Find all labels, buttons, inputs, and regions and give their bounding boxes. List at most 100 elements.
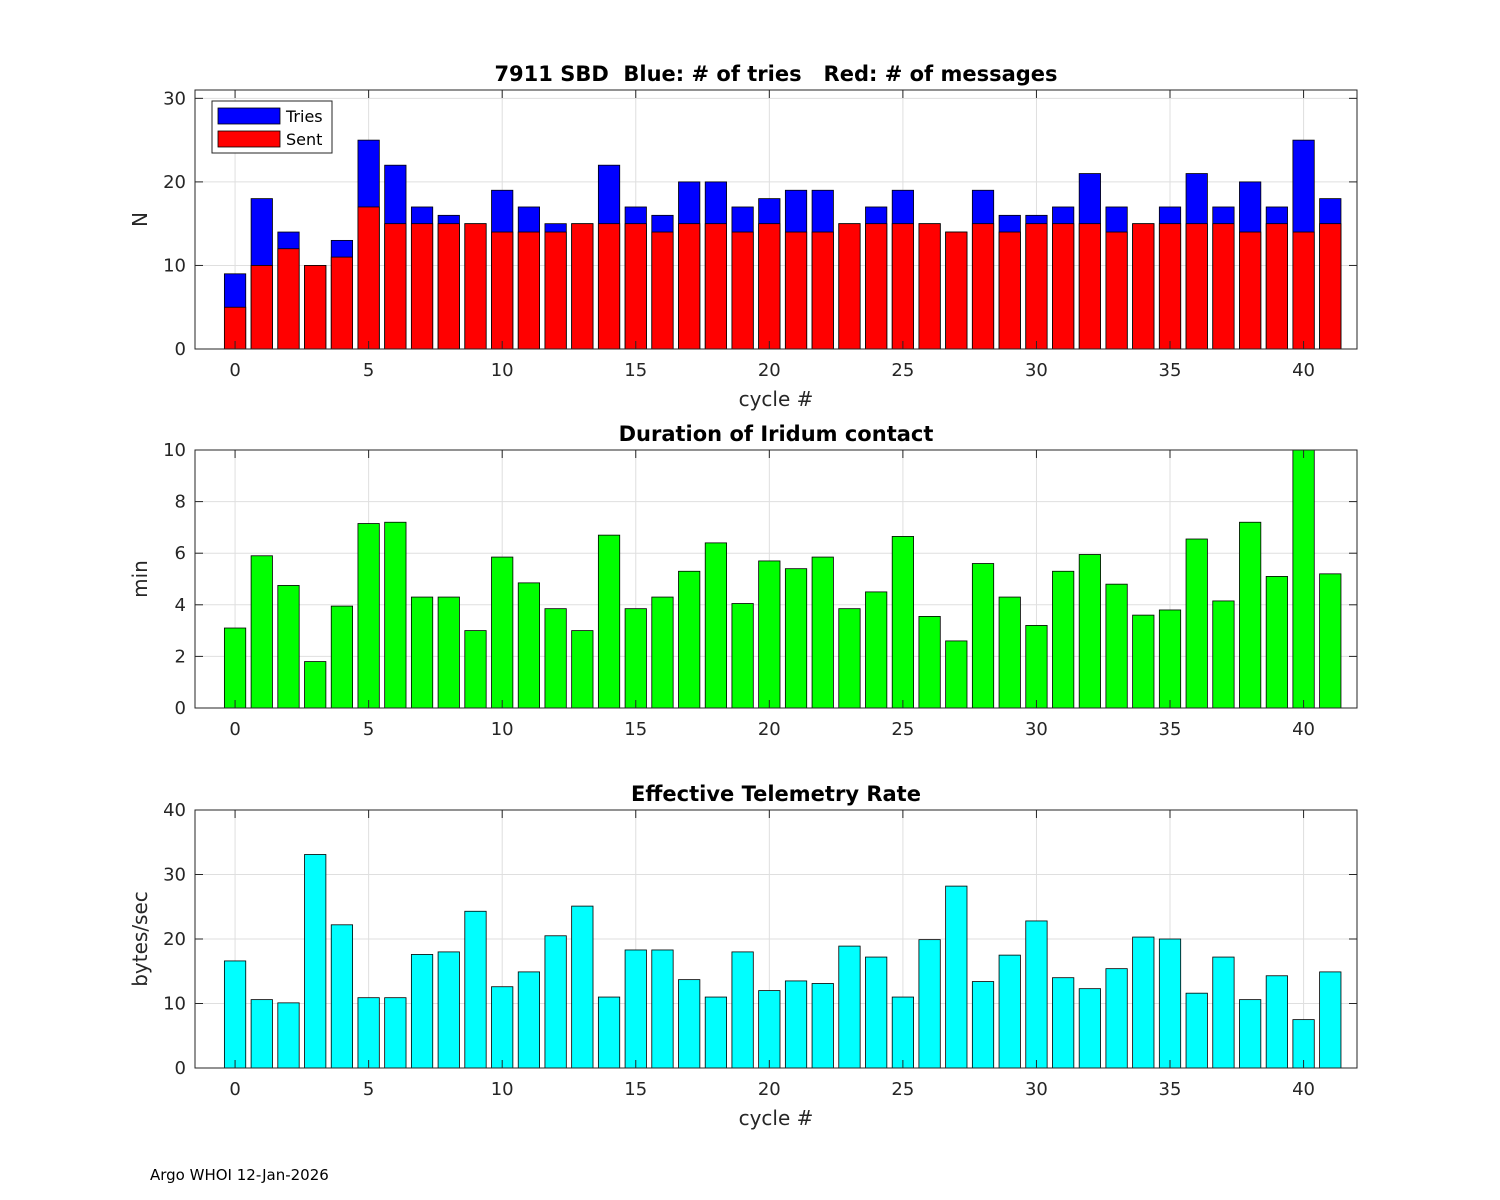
bar-duration xyxy=(1265,576,1288,709)
bar-duration xyxy=(1105,583,1128,709)
bar-duration xyxy=(357,523,380,709)
bar-rate xyxy=(971,981,995,1069)
x-tick-label: 20 xyxy=(758,719,781,740)
footer-text: Argo WHOI 12-Jan-2026 xyxy=(150,1166,329,1184)
x-axis-label: cycle # xyxy=(739,1106,814,1130)
bar-duration xyxy=(437,596,460,709)
bar-rate xyxy=(651,949,674,1069)
bar-sent xyxy=(277,248,300,350)
bar-duration xyxy=(678,570,701,709)
bar-rate xyxy=(1185,992,1208,1069)
axes-box xyxy=(194,449,1358,709)
bar-sent xyxy=(410,223,434,350)
bar-sent xyxy=(597,223,621,350)
bar-duration xyxy=(704,542,727,709)
bar-rate xyxy=(277,1002,300,1069)
bar-rate xyxy=(223,960,247,1069)
x-tick-label: 15 xyxy=(624,1079,647,1100)
bar-rate xyxy=(384,997,407,1069)
bar-duration xyxy=(971,563,995,709)
bar-duration xyxy=(1132,614,1155,709)
chart-3: 0 5 10 15 20 25 30 35 40 0 10 20 30 40 Effective Telem… xyxy=(128,782,1358,1130)
bar-duration xyxy=(464,630,487,709)
y-tick-label: 4 xyxy=(175,595,186,616)
bar-sent xyxy=(1078,223,1101,350)
bar-rate xyxy=(1319,971,1342,1069)
chart-title: Duration of Iridum contact xyxy=(619,422,934,446)
bar-duration xyxy=(624,608,647,709)
bar-duration xyxy=(891,536,914,709)
x-tick-label: 15 xyxy=(624,719,647,740)
y-axis-label: N xyxy=(128,212,152,227)
bar-duration xyxy=(811,556,834,709)
bar-rate xyxy=(758,990,781,1069)
x-tick-label: 40 xyxy=(1292,1079,1315,1100)
bar-sent xyxy=(1265,223,1288,350)
bar-sent xyxy=(1292,231,1315,350)
bar-sent xyxy=(945,231,968,350)
bar-sent xyxy=(1319,223,1342,350)
bar-sent xyxy=(250,265,273,350)
bar-duration xyxy=(597,534,621,709)
bar-duration xyxy=(544,608,567,709)
bar-duration xyxy=(277,585,300,709)
x-tick-label: 30 xyxy=(1025,360,1048,381)
x-tick-label: 5 xyxy=(363,360,374,381)
axes-box xyxy=(194,89,1358,350)
y-axis-label: min xyxy=(128,560,152,598)
bar-rate xyxy=(1132,936,1155,1069)
x-tick-label: 35 xyxy=(1159,719,1182,740)
bar-duration xyxy=(1185,538,1208,709)
bar-sent xyxy=(357,206,380,350)
x-tick-label: 15 xyxy=(624,360,647,381)
bar-duration xyxy=(1078,554,1101,709)
x-tick-label: 25 xyxy=(891,360,914,381)
bar-sent xyxy=(491,231,514,350)
bar-duration xyxy=(758,560,781,709)
x-tick-label: 35 xyxy=(1159,360,1182,381)
bar-sent xyxy=(758,223,781,350)
x-tick-label: 30 xyxy=(1025,719,1048,740)
bar-sent xyxy=(971,223,995,350)
x-tick-label: 40 xyxy=(1292,719,1315,740)
bar-sent xyxy=(330,256,354,350)
bar-sent xyxy=(865,223,888,350)
bar-duration xyxy=(223,627,247,709)
bar-duration xyxy=(838,608,861,709)
bar-sent xyxy=(1105,231,1128,350)
bar-rate xyxy=(410,954,434,1069)
bar-sent xyxy=(1132,223,1155,350)
bar-sent xyxy=(544,231,567,350)
bar-rate xyxy=(784,980,808,1069)
bar-sent xyxy=(517,231,540,350)
bar-rate xyxy=(1158,938,1182,1069)
y-tick-label: 0 xyxy=(175,1058,186,1079)
bar-sent xyxy=(731,231,754,350)
bar-duration xyxy=(1212,600,1235,709)
x-tick-label: 20 xyxy=(758,360,781,381)
legend-swatch-sent xyxy=(217,130,281,148)
bar-rate xyxy=(517,971,540,1069)
bar-sent xyxy=(838,223,861,350)
bar-rate xyxy=(865,956,888,1069)
bar-sent xyxy=(571,223,594,350)
bar-sent xyxy=(437,223,460,350)
bar-rate xyxy=(304,854,327,1069)
x-tick-label: 0 xyxy=(229,719,240,740)
x-tick-label: 10 xyxy=(491,360,514,381)
x-tick-label: 35 xyxy=(1159,1079,1182,1100)
x-tick-label: 40 xyxy=(1292,360,1315,381)
bar-rate xyxy=(1078,988,1101,1069)
y-tick-label: 10 xyxy=(163,255,186,276)
y-tick-label: 0 xyxy=(175,339,186,360)
bar-rate xyxy=(811,983,834,1069)
bar-duration xyxy=(1239,521,1262,709)
bar-sent xyxy=(891,223,914,350)
bar-duration xyxy=(731,603,754,709)
chart-title: Effective Telemetry Rate xyxy=(631,782,921,806)
legend-label-sent: Sent xyxy=(286,130,322,149)
bar-sent xyxy=(678,223,701,350)
bar-duration xyxy=(1319,573,1342,709)
bar-sent xyxy=(918,223,941,350)
bar-rate xyxy=(1212,956,1235,1069)
